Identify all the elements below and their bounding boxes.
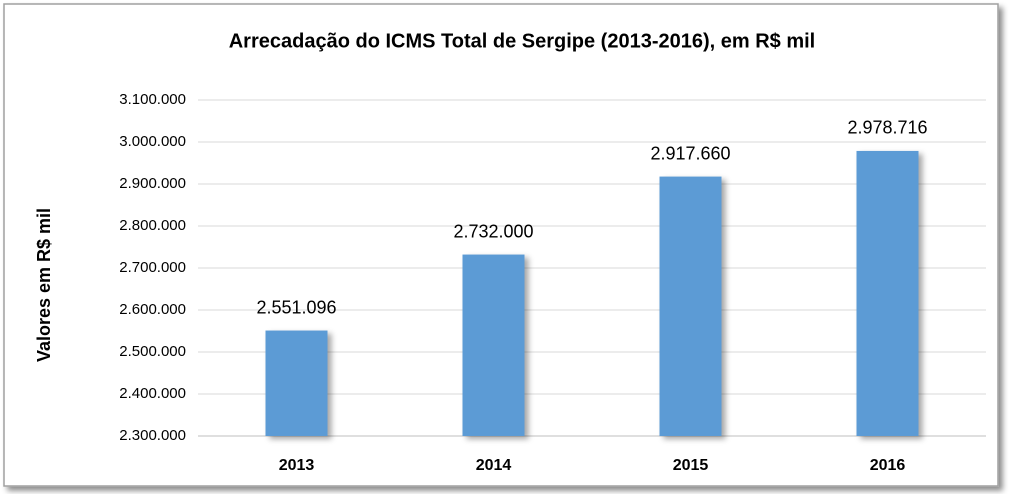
y-tick-label: 2.300.000 (119, 427, 186, 444)
y-axis-label: Valores em R$ mil (34, 208, 54, 362)
x-tick-label: 2015 (673, 457, 709, 474)
y-tick-label: 2.700.000 (119, 259, 186, 276)
x-tick-label: 2013 (279, 457, 315, 474)
value-label: 2.551.096 (256, 297, 336, 317)
bar (856, 150, 919, 437)
y-tick-label: 2.900.000 (119, 175, 186, 192)
bar (659, 176, 722, 436)
bar (265, 330, 328, 436)
value-label: 2.732.000 (453, 221, 533, 241)
chart-title: Arrecadação do ICMS Total de Sergipe (20… (229, 30, 816, 52)
y-tick-label: 2.500.000 (119, 343, 186, 360)
y-tick-label: 2.600.000 (119, 301, 186, 318)
y-tick-label: 3.100.000 (119, 91, 186, 108)
y-tick-label: 3.000.000 (119, 133, 186, 150)
y-tick-label: 2.400.000 (119, 385, 186, 402)
bar (462, 254, 525, 436)
x-tick-label: 2014 (476, 457, 512, 474)
x-tick-label: 2016 (870, 457, 906, 474)
value-label: 2.917.660 (650, 143, 730, 163)
value-label: 2.978.716 (847, 118, 927, 138)
y-tick-label: 2.800.000 (119, 217, 186, 234)
